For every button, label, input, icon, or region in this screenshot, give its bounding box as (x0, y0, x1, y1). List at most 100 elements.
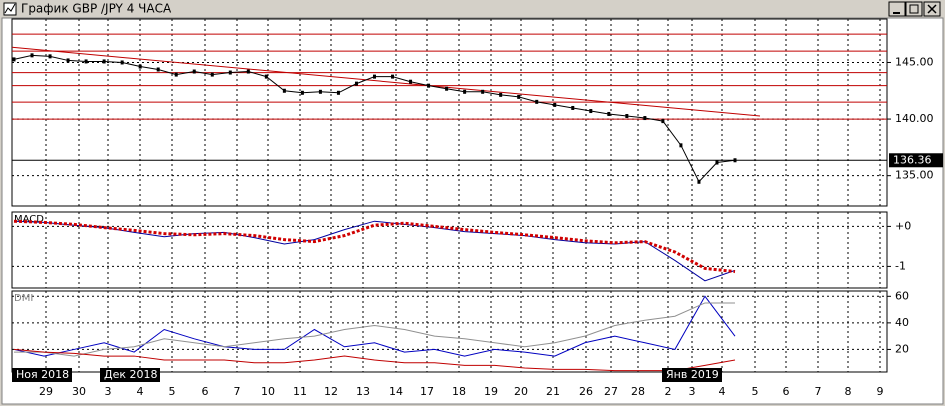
y-tick-label: 60 (895, 289, 909, 302)
price-bar (391, 74, 395, 79)
panel-frame (11, 290, 888, 373)
x-tick-label: 2 (665, 385, 672, 398)
price-bar (228, 70, 232, 75)
x-tick-label: 11 (293, 385, 307, 398)
price-bar (607, 111, 611, 116)
series-line (13, 348, 736, 372)
x-tick-label: 6 (783, 385, 790, 398)
x-tick-label: 4 (719, 385, 726, 398)
maximize-glyph (909, 4, 919, 14)
x-tick-label: 6 (202, 385, 209, 398)
window-title: График GBP /JPY 4 ЧАСА (21, 2, 172, 16)
price-bar (282, 88, 286, 93)
price-bar (48, 54, 52, 59)
price-bar (661, 119, 665, 124)
price-bar (210, 72, 214, 77)
series-line (14, 302, 735, 357)
x-tick-label: 8 (845, 385, 852, 398)
price-bar (120, 60, 124, 65)
trendline (11, 46, 761, 117)
price-bar (499, 92, 503, 97)
price-bar (733, 158, 737, 163)
month-label: Ноя 2018 (16, 368, 69, 381)
month-label-box (100, 368, 160, 382)
month-label-box (12, 368, 72, 382)
x-tick-label: 3 (689, 385, 696, 398)
maximize-button[interactable] (905, 1, 923, 17)
close-glyph (927, 4, 937, 14)
x-tick-label: 28 (631, 385, 645, 398)
x-tick-label: 20 (514, 385, 528, 398)
last-price-label: 136.36 (893, 153, 932, 166)
price-bar (66, 58, 70, 63)
x-tick-label: 3 (105, 385, 112, 398)
x-tick-label: 7 (234, 385, 241, 398)
title-bar (2, 1, 943, 17)
price-bar (174, 72, 178, 77)
price-bar (336, 90, 340, 95)
y-tick-label: 40 (895, 316, 909, 329)
x-tick-label: 30 (72, 385, 86, 398)
last-price-box (889, 153, 943, 168)
x-tick-label: 13 (356, 385, 370, 398)
x-tick-label: 21 (546, 385, 560, 398)
x-tick-label: 27 (604, 385, 618, 398)
y-tick-label: +0 (895, 219, 911, 232)
x-tick-label: 26 (579, 385, 593, 398)
y-tick-label: 20 (895, 342, 909, 355)
price-bar (481, 89, 485, 94)
price-bar (679, 143, 683, 148)
x-tick-label: 4 (137, 385, 144, 398)
price-bar (427, 83, 431, 88)
series-line (13, 219, 736, 274)
panel-title: DMI (14, 293, 33, 304)
x-tick-label: 12 (324, 385, 338, 398)
price-bar (643, 116, 647, 121)
y-tick-label: 140.00 (895, 112, 934, 125)
y-tick-label: -1 (895, 259, 906, 272)
price-bar (625, 114, 629, 119)
price-bar (553, 102, 557, 107)
y-tick-label: 145.00 (895, 55, 934, 68)
price-bar (715, 160, 719, 165)
series-line (13, 295, 736, 357)
panel-frame (11, 211, 888, 289)
price-bar (192, 69, 196, 74)
window-icon (3, 2, 17, 16)
price-bar (445, 86, 449, 91)
price-bar (571, 105, 575, 110)
price-bar (264, 74, 268, 79)
price-bar (84, 59, 88, 64)
x-tick-label: 5 (169, 385, 176, 398)
price-bar (156, 67, 160, 72)
price-bar (535, 99, 539, 104)
month-label: Янв 2019 (666, 368, 719, 381)
x-tick-label: 7 (815, 385, 822, 398)
month-label-box (662, 368, 722, 382)
price-bar (300, 90, 304, 95)
window-buttons[interactable] (888, 1, 941, 17)
price-bar (697, 179, 701, 184)
x-tick-label: 10 (261, 385, 275, 398)
price-bar (409, 79, 413, 84)
price-bar (318, 89, 322, 94)
price-bar (517, 94, 521, 99)
price-bar (102, 59, 106, 64)
x-tick-label: 5 (752, 385, 759, 398)
price-bar (589, 109, 593, 114)
price-bar (373, 74, 376, 79)
month-label: Дек 2018 (104, 368, 158, 381)
price-bar (30, 53, 34, 58)
price-bar (354, 81, 358, 86)
x-tick-label: 17 (420, 385, 434, 398)
panel-title: MACD (14, 214, 44, 225)
price-bar (246, 69, 250, 74)
x-tick-label: 14 (389, 385, 403, 398)
panel-frame (11, 18, 888, 207)
price-bar (463, 89, 467, 94)
price-bar (12, 57, 16, 62)
x-tick-label: 29 (39, 385, 53, 398)
x-tick-label: 18 (452, 385, 466, 398)
price-bar (138, 64, 142, 69)
